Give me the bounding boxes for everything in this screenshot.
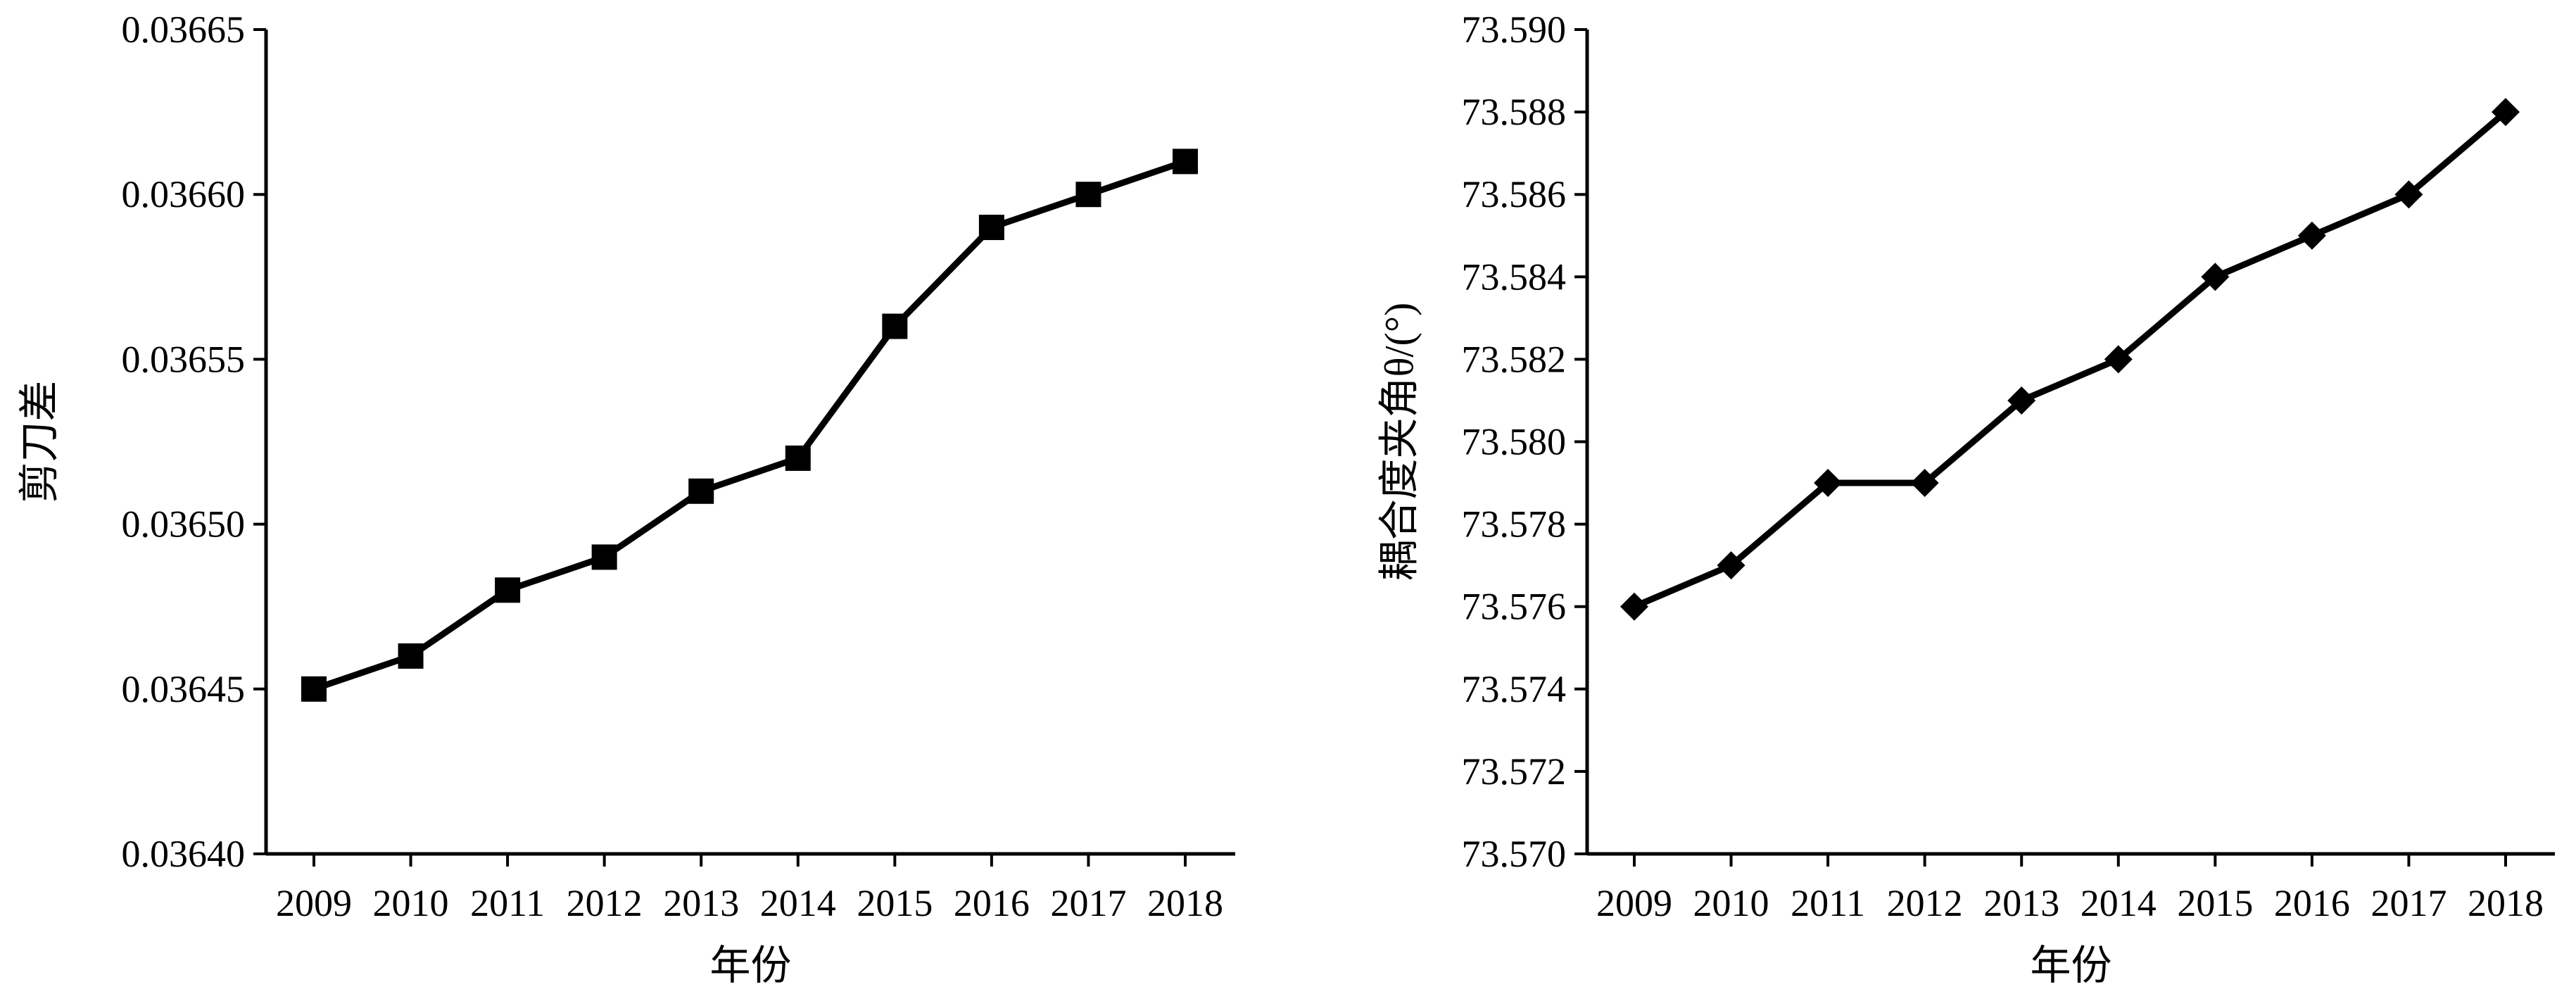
- chart-2: 73.570 73.572 73.574 73.576 73.578 73.580 73.5…: [1376, 8, 2555, 988]
- y-tick-label: 73.582: [1462, 338, 1567, 380]
- x-tick-label: 2017: [1050, 882, 1126, 924]
- data-point-square: [301, 676, 327, 702]
- x-tick-label: 2011: [470, 882, 545, 924]
- y-tick-label: 0.03650: [122, 503, 246, 546]
- y-tick-label: 73.576: [1462, 586, 1567, 628]
- data-point-square: [495, 577, 521, 603]
- data-point-diamond: [2104, 345, 2133, 374]
- x-tick-label: 2009: [276, 882, 352, 924]
- data-point-diamond: [1910, 469, 1939, 498]
- y-tick-label: 73.588: [1462, 91, 1567, 133]
- x-tick-label: 2009: [1596, 882, 1672, 924]
- data-point-square: [591, 544, 617, 570]
- y-tick-label: 0.03655: [122, 338, 246, 380]
- data-point-diamond: [1814, 469, 1843, 498]
- y-tick-label: 73.584: [1462, 256, 1567, 298]
- y-tick-label: 73.572: [1462, 750, 1567, 793]
- y-tick-label: 0.03640: [122, 833, 246, 875]
- data-point-square: [1075, 182, 1101, 208]
- data-point-square: [882, 313, 908, 339]
- data-point-diamond: [2394, 180, 2423, 209]
- data-point-square: [978, 215, 1004, 241]
- x-tick-label: 2013: [1983, 882, 2059, 924]
- series-line: [312, 158, 1187, 693]
- x-tick-label: 2011: [1791, 882, 1865, 924]
- x-tick-label: 2015: [857, 882, 933, 924]
- y-tick-label: 73.590: [1462, 8, 1567, 51]
- x-tick-label: 2010: [1693, 882, 1769, 924]
- data-point-square: [688, 478, 714, 504]
- x-axis-title: 年份: [709, 943, 791, 988]
- x-tick-label: 2018: [2468, 882, 2544, 924]
- y-tick-label: 73.586: [1462, 173, 1567, 215]
- data-point-diamond: [2297, 221, 2326, 250]
- x-tick-label: 2017: [2370, 882, 2446, 924]
- data-point-diamond: [2201, 263, 2230, 291]
- y-axis-title: 剪刀差: [16, 380, 62, 503]
- x-axis-title: 年份: [2030, 943, 2111, 988]
- x-tick-label: 2016: [954, 882, 1030, 924]
- data-point-diamond: [1717, 551, 1745, 580]
- data-point-diamond: [1620, 592, 1648, 621]
- x-tick-label: 2012: [567, 882, 643, 924]
- x-tick-label: 2015: [2177, 882, 2253, 924]
- x-tick-label: 2018: [1147, 882, 1223, 924]
- y-tick-label: 73.574: [1462, 668, 1567, 710]
- y-tick-label: 0.03665: [122, 8, 246, 51]
- data-point-diamond: [2492, 98, 2520, 127]
- chart-1: 0.03640 0.03645 0.03650 0.03655 0.03660 0.036…: [16, 8, 1235, 988]
- series-line: [1633, 109, 2508, 610]
- x-tick-label: 2014: [760, 882, 836, 924]
- data-point-square: [785, 445, 811, 471]
- x-tick-label: 2010: [373, 882, 449, 924]
- data-point-square: [398, 643, 424, 669]
- x-tick-label: 2016: [2274, 882, 2350, 924]
- y-tick-label: 0.03660: [122, 173, 246, 215]
- y-tick-label: 0.03645: [122, 668, 246, 710]
- data-point-diamond: [2007, 386, 2036, 415]
- y-tick-label: 73.578: [1462, 503, 1567, 546]
- x-tick-label: 2012: [1887, 882, 1963, 924]
- y-tick-label: 73.580: [1462, 421, 1567, 463]
- x-tick-label: 2014: [2081, 882, 2157, 924]
- x-tick-label: 2013: [663, 882, 739, 924]
- y-tick-label: 73.570: [1462, 833, 1567, 875]
- data-point-square: [1173, 149, 1198, 175]
- y-axis-title: 耦合度夹角θ/(°): [1376, 303, 1422, 581]
